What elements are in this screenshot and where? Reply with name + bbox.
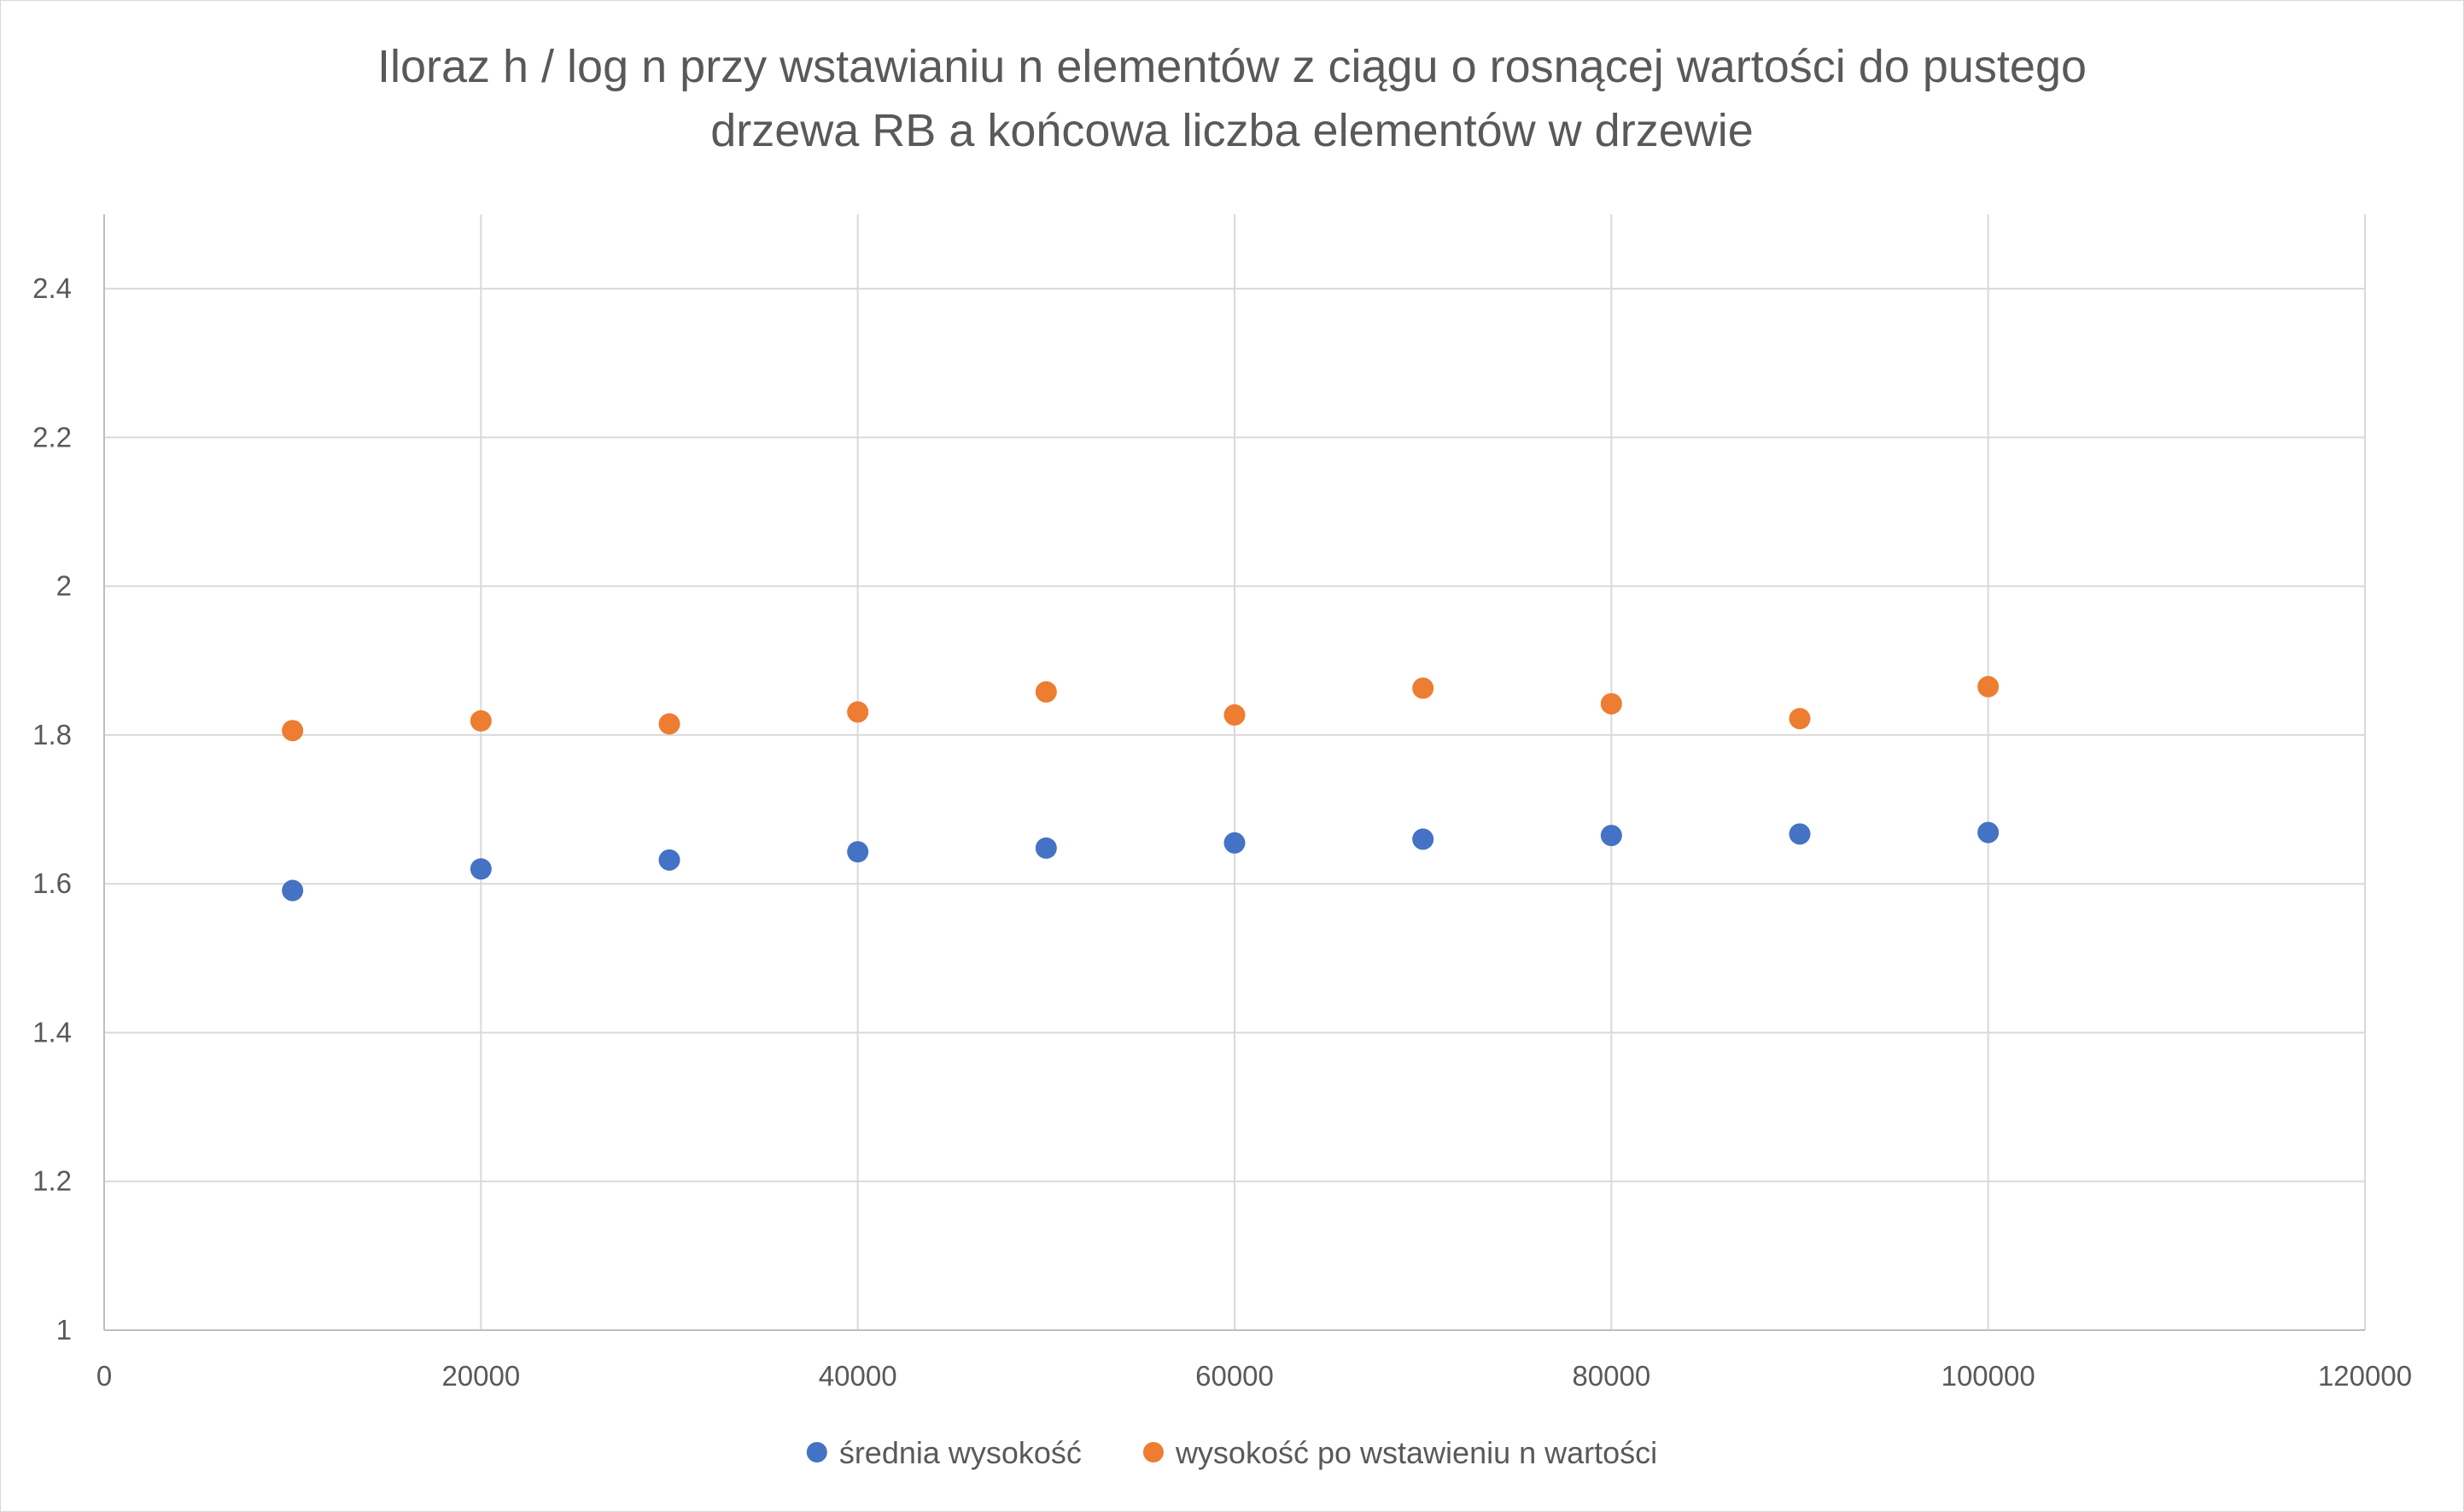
- axes: [103, 214, 2365, 1331]
- data-point: [847, 701, 869, 723]
- y-tick-label: 1.6: [32, 867, 72, 899]
- tick-labels: 1 1.2 1.4 1.6 1.8 2 2.2 2.4 0 20000 40000 60000 8000…: [32, 272, 2412, 1392]
- data-points: [282, 675, 2000, 902]
- chart-title-line-2: drzewa RB a końcowa liczba elementów w d…: [710, 105, 1754, 156]
- x-tick-label: 20000: [441, 1360, 520, 1392]
- x-tick-label: 0: [96, 1360, 112, 1392]
- data-point: [1223, 703, 1246, 726]
- legend-label: średnia wysokość: [839, 1435, 1082, 1470]
- legend-label: wysokość po wstawieniu n wartości: [1175, 1435, 1657, 1470]
- y-tick-label: 2.2: [32, 421, 72, 452]
- legend-item-1: średnia wysokość: [806, 1435, 1082, 1470]
- x-tick-label: 100000: [1941, 1360, 2035, 1392]
- data-point: [1977, 821, 2000, 844]
- data-point: [1223, 832, 1246, 854]
- chart-title: Iloraz h / log n przy wstawianiu n eleme…: [377, 41, 2087, 156]
- data-point: [1035, 837, 1057, 859]
- data-point: [1600, 692, 1622, 715]
- grid-lines: [104, 214, 2366, 1330]
- data-point: [282, 879, 304, 902]
- y-tick-label: 1.4: [32, 1016, 72, 1048]
- data-point: [1789, 823, 1811, 845]
- data-point: [847, 841, 869, 863]
- y-tick-label: 2.4: [32, 272, 72, 304]
- y-tick-label: 2: [56, 570, 72, 602]
- data-point: [1789, 708, 1811, 730]
- legend: średnia wysokość wysokość po wstawieniu n…: [806, 1435, 1657, 1470]
- legend-marker: [806, 1442, 827, 1462]
- y-tick-label: 1.8: [32, 719, 72, 750]
- data-point: [1412, 828, 1434, 850]
- legend-marker: [1142, 1442, 1164, 1462]
- data-point: [658, 849, 680, 871]
- data-point: [1412, 677, 1434, 699]
- series-1-points: [282, 821, 2000, 902]
- x-tick-label: 120000: [2318, 1360, 2412, 1392]
- legend-item-2: wysokość po wstawieniu n wartości: [1142, 1435, 1657, 1470]
- x-tick-label: 40000: [819, 1360, 897, 1392]
- x-tick-label: 60000: [1195, 1360, 1274, 1392]
- data-point: [282, 720, 304, 742]
- data-point: [658, 713, 680, 735]
- y-tick-label: 1.2: [32, 1165, 72, 1197]
- chart-title-line-1: Iloraz h / log n przy wstawianiu n eleme…: [377, 41, 2087, 92]
- series-2-points: [282, 675, 2000, 742]
- data-point: [470, 858, 492, 880]
- data-point: [470, 709, 492, 732]
- data-point: [1600, 825, 1622, 847]
- x-tick-label: 80000: [1572, 1360, 1650, 1392]
- data-point: [1035, 680, 1057, 703]
- y-tick-label: 1: [56, 1314, 72, 1346]
- data-point: [1977, 675, 2000, 698]
